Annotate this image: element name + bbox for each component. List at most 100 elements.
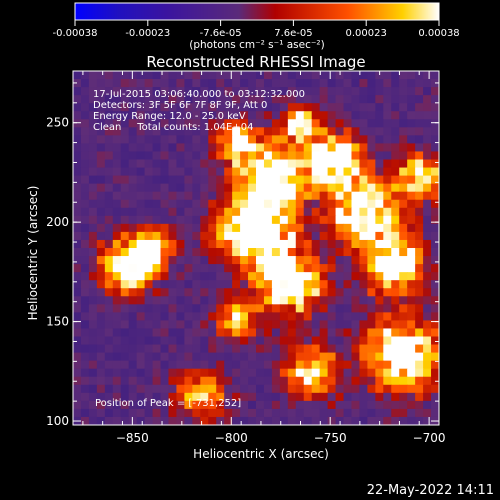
heatmap-cell — [112, 328, 122, 338]
heatmap-cell — [192, 304, 201, 313]
heatmap-cell — [160, 256, 170, 265]
heatmap-cell — [256, 248, 265, 257]
heatmap-cell — [96, 392, 106, 402]
heatmap-cell — [104, 336, 114, 346]
heatmap-cell — [383, 159, 392, 169]
heatmap-cell — [391, 159, 400, 169]
heatmap-cell — [112, 199, 122, 209]
heatmap-cell — [279, 296, 289, 305]
heatmap-cell — [160, 175, 170, 185]
heatmap-cell — [232, 304, 241, 313]
heatmap-cell — [208, 352, 217, 362]
heatmap-cell — [279, 207, 289, 217]
heatmap-cell — [104, 151, 114, 161]
heatmap-cell — [120, 159, 130, 169]
heatmap-cell — [112, 264, 122, 273]
heatmap-cell — [120, 272, 130, 281]
heatmap-cell — [263, 280, 273, 289]
heatmap-cell — [224, 199, 233, 209]
heatmap-cell — [295, 392, 305, 402]
heatmap-cell — [423, 312, 432, 322]
heatmap-cell — [256, 199, 265, 209]
heatmap-cell — [399, 79, 408, 88]
heatmap-cell — [112, 400, 122, 410]
heatmap-cell — [359, 384, 368, 394]
heatmap-cell — [256, 320, 265, 330]
heatmap-cell — [200, 400, 209, 410]
heatmap-cell — [96, 368, 106, 378]
heatmap-cell — [144, 384, 154, 394]
heatmap-cell — [176, 79, 185, 88]
heatmap-cell — [407, 384, 416, 394]
heatmap-cell — [184, 167, 193, 177]
heatmap-cell — [208, 392, 217, 402]
heatmap-cell — [160, 119, 170, 128]
heatmap-cell — [263, 256, 273, 265]
heatmap-cell — [216, 71, 225, 80]
heatmap-cell — [271, 143, 281, 153]
heatmap-cell — [88, 328, 98, 338]
heatmap-cell — [96, 231, 106, 241]
heatmap-cell — [335, 103, 345, 112]
heatmap-cell — [240, 400, 249, 410]
heatmap-cell — [224, 71, 233, 80]
heatmap-cell — [271, 183, 281, 193]
heatmap-cell — [120, 328, 130, 338]
heatmap-cell — [319, 376, 329, 386]
heatmap-cell — [104, 256, 114, 265]
heatmap-cell — [335, 127, 345, 136]
heatmap-cell — [343, 344, 353, 354]
heatmap-cell — [423, 296, 432, 305]
heatmap-cell — [176, 191, 185, 201]
heatmap-cell — [104, 288, 114, 297]
heatmap-cell — [216, 296, 225, 305]
heatmap-cell — [375, 79, 384, 88]
heatmap-cell — [415, 127, 424, 136]
heatmap-cell — [383, 256, 392, 265]
heatmap-cell — [136, 167, 146, 177]
heatmap-cell — [407, 239, 416, 249]
heatmap-cell — [80, 360, 90, 370]
heatmap-cell — [248, 207, 257, 217]
heatmap-cell — [351, 79, 361, 88]
heatmap-cell — [128, 231, 138, 241]
heatmap-cell — [415, 191, 424, 201]
heatmap-cell — [287, 344, 297, 354]
annotation-peak: Position of Peak = [-731,252] — [95, 398, 241, 409]
heatmap-cell — [96, 328, 106, 338]
heatmap-cell — [144, 408, 154, 418]
heatmap-cell — [399, 71, 408, 80]
heatmap-cell — [96, 191, 106, 201]
heatmap-cell — [160, 95, 170, 104]
heatmap-cell — [415, 376, 424, 386]
heatmap-cell — [216, 79, 225, 88]
heatmap-cell — [271, 352, 281, 362]
heatmap-cell — [224, 360, 233, 370]
heatmap-cell — [407, 151, 416, 161]
heatmap-cell — [232, 71, 241, 80]
heatmap-cell — [136, 312, 146, 322]
heatmap-cell — [168, 191, 178, 201]
heatmap-cell — [303, 312, 313, 322]
heatmap-cell — [112, 384, 122, 394]
heatmap-cell — [415, 272, 424, 281]
heatmap-cell — [303, 272, 313, 281]
heatmap-cell — [88, 320, 98, 330]
heatmap-cell — [248, 392, 257, 402]
heatmap-cell — [287, 191, 297, 201]
heatmap-cell — [327, 384, 337, 394]
heatmap-cell — [351, 336, 361, 346]
heatmap-cell — [224, 416, 233, 425]
heatmap-cell — [415, 159, 424, 169]
heatmap-cell — [136, 175, 146, 185]
heatmap-cell — [80, 143, 90, 153]
heatmap-cell — [359, 143, 368, 153]
heatmap-cell — [279, 320, 289, 330]
heatmap-cell — [311, 400, 321, 410]
heatmap-cell — [335, 223, 345, 233]
heatmap-cell — [224, 400, 233, 410]
heatmap-cell — [112, 416, 122, 425]
heatmap-cell — [120, 320, 130, 330]
heatmap-cell — [311, 103, 321, 112]
heatmap-cell — [391, 288, 400, 297]
